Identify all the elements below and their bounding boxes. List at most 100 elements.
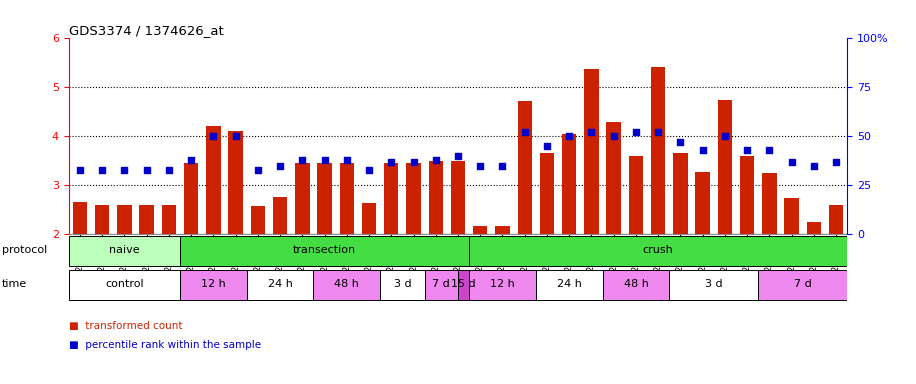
Point bbox=[628, 129, 643, 136]
Bar bbox=[562, 134, 576, 234]
Bar bbox=[695, 172, 710, 234]
Point bbox=[606, 133, 621, 139]
Point bbox=[362, 167, 376, 173]
Point bbox=[829, 159, 844, 165]
Point bbox=[72, 167, 87, 173]
Bar bbox=[139, 205, 154, 234]
Bar bbox=[425, 270, 458, 300]
Bar bbox=[540, 154, 554, 234]
Text: 24 h: 24 h bbox=[267, 279, 292, 289]
Bar bbox=[184, 163, 198, 234]
Point bbox=[250, 167, 265, 173]
Text: GDS3374 / 1374626_at: GDS3374 / 1374626_at bbox=[69, 24, 224, 37]
Point bbox=[206, 133, 221, 139]
Text: 7 d: 7 d bbox=[432, 279, 450, 289]
Text: 3 d: 3 d bbox=[394, 279, 411, 289]
Point bbox=[139, 167, 154, 173]
Point bbox=[496, 163, 510, 169]
Bar bbox=[740, 156, 755, 234]
Bar bbox=[317, 163, 332, 234]
Text: 48 h: 48 h bbox=[334, 279, 359, 289]
Bar bbox=[628, 156, 643, 234]
Point bbox=[518, 129, 532, 136]
Point bbox=[94, 167, 109, 173]
Bar bbox=[762, 173, 777, 234]
Point bbox=[473, 163, 487, 169]
Text: time: time bbox=[2, 279, 27, 289]
Bar bbox=[251, 206, 265, 234]
Point bbox=[673, 139, 688, 145]
Text: 12 h: 12 h bbox=[201, 279, 225, 289]
Text: 24 h: 24 h bbox=[557, 279, 582, 289]
Bar bbox=[473, 226, 487, 234]
Text: 15 d: 15 d bbox=[452, 279, 476, 289]
Text: 48 h: 48 h bbox=[624, 279, 649, 289]
Bar bbox=[758, 270, 847, 300]
Point bbox=[451, 153, 465, 159]
Point bbox=[651, 129, 666, 136]
Point bbox=[384, 159, 398, 165]
Text: ■  transformed count: ■ transformed count bbox=[69, 321, 182, 331]
Bar bbox=[606, 122, 621, 234]
Bar bbox=[117, 205, 132, 234]
Bar bbox=[496, 226, 509, 234]
Bar bbox=[362, 204, 376, 234]
Bar bbox=[407, 163, 420, 234]
Point bbox=[295, 157, 310, 163]
Point bbox=[717, 133, 732, 139]
Text: crush: crush bbox=[643, 245, 673, 255]
Point bbox=[161, 167, 176, 173]
Point bbox=[584, 129, 599, 136]
Bar bbox=[584, 69, 599, 234]
Bar bbox=[807, 222, 821, 234]
Bar bbox=[313, 270, 380, 300]
Bar bbox=[295, 163, 310, 234]
Point bbox=[740, 147, 755, 153]
Bar bbox=[451, 161, 465, 234]
Bar bbox=[458, 270, 469, 300]
Bar bbox=[69, 270, 180, 300]
Bar bbox=[384, 163, 398, 234]
Bar bbox=[72, 202, 87, 234]
Text: transection: transection bbox=[293, 245, 356, 255]
Text: 12 h: 12 h bbox=[490, 279, 515, 289]
Bar bbox=[429, 161, 443, 234]
Bar bbox=[536, 270, 603, 300]
Point bbox=[695, 147, 710, 153]
Bar bbox=[518, 101, 532, 234]
Text: naive: naive bbox=[109, 245, 139, 255]
Bar bbox=[469, 270, 536, 300]
Point bbox=[562, 133, 576, 139]
Bar bbox=[273, 197, 288, 234]
Bar bbox=[180, 236, 469, 266]
Point bbox=[340, 157, 354, 163]
Text: protocol: protocol bbox=[2, 245, 48, 255]
Bar bbox=[651, 67, 665, 234]
Bar bbox=[340, 163, 354, 234]
Point bbox=[228, 133, 243, 139]
Text: control: control bbox=[105, 279, 144, 289]
Point bbox=[117, 167, 132, 173]
Bar bbox=[829, 205, 844, 234]
Bar bbox=[180, 270, 246, 300]
Point bbox=[429, 157, 443, 163]
Text: 7 d: 7 d bbox=[794, 279, 812, 289]
Point bbox=[540, 143, 554, 149]
Bar bbox=[603, 270, 670, 300]
Bar bbox=[784, 197, 799, 234]
Text: 3 d: 3 d bbox=[705, 279, 723, 289]
Point bbox=[184, 157, 199, 163]
Point bbox=[406, 159, 420, 165]
Bar bbox=[380, 270, 425, 300]
Bar bbox=[206, 126, 221, 234]
Point bbox=[784, 159, 799, 165]
Bar bbox=[469, 236, 847, 266]
Point bbox=[317, 157, 332, 163]
Point bbox=[273, 163, 288, 169]
Bar bbox=[69, 236, 180, 266]
Bar bbox=[161, 205, 176, 234]
Bar bbox=[718, 99, 732, 234]
Bar bbox=[246, 270, 313, 300]
Text: ■  percentile rank within the sample: ■ percentile rank within the sample bbox=[69, 340, 261, 350]
Point bbox=[762, 147, 777, 153]
